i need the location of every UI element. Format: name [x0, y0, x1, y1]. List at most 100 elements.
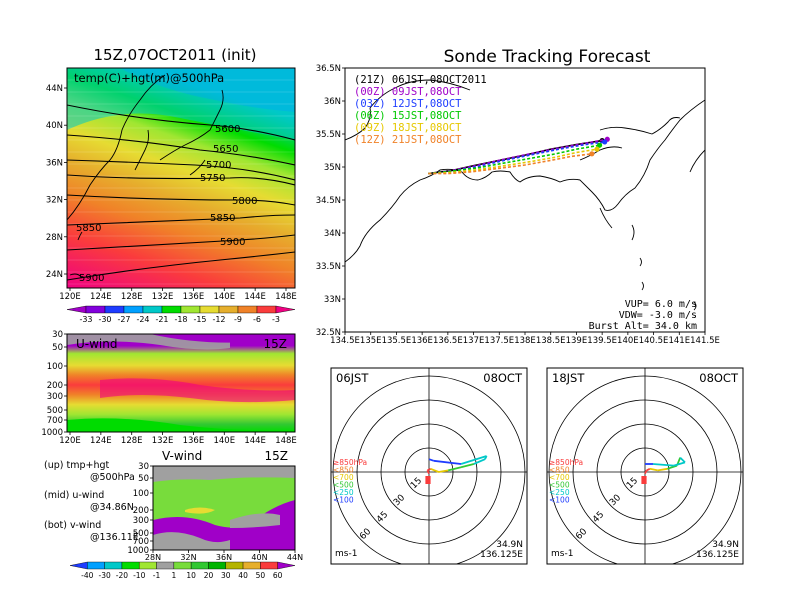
colorbar-swatch — [208, 561, 226, 570]
hodo-lon: 136.125E — [480, 550, 523, 560]
track-endpoint — [596, 142, 603, 148]
x-tick-label: 124E — [90, 436, 112, 446]
colorbar-swatch — [173, 561, 192, 570]
colorbar-swatch — [139, 561, 157, 570]
note-bot-label: (bot) v-wind — [44, 520, 101, 531]
track-line — [428, 153, 593, 175]
profile-segment — [473, 458, 486, 465]
tracking-panel: Sonde Tracking Forecast 32.5N 33N 33.5N 34N… — [316, 47, 720, 346]
colorbar-swatch — [104, 561, 123, 570]
colorbar-label: -3 — [272, 315, 280, 324]
y-tick-label: 32N — [46, 196, 63, 206]
x-tick-label: 132E — [152, 436, 174, 446]
note-mid-label: (mid) u-wind — [44, 490, 104, 501]
param-burst: Burst Alt= 34.0 km — [589, 321, 697, 332]
colorbar-label: -24 — [136, 315, 149, 324]
y-tick-label: 500 — [47, 406, 63, 416]
colorbar-swatch — [87, 561, 105, 570]
colorbar-swatch — [237, 305, 258, 314]
profile-segment — [679, 456, 686, 464]
contour-label: 5850 — [76, 223, 101, 234]
upper-map-label: temp(C)+hgt(m)@500hPa — [74, 71, 224, 85]
x-tick-label: 138.5E — [536, 336, 566, 346]
x-tick-label: 28N — [145, 553, 161, 562]
contour-label: 5900 — [79, 273, 104, 284]
y-tick-label: 35.5N — [316, 130, 341, 140]
profile-segment — [460, 455, 487, 465]
colorbar-label: -20 — [116, 571, 128, 580]
hodo-lat: 34.9N — [496, 540, 523, 550]
colorbar-label: -15 — [193, 315, 206, 324]
y-tick-label: 40N — [46, 121, 63, 131]
colorbar-swatch — [225, 561, 244, 570]
hodo-time: 06JST — [336, 371, 369, 385]
profile-segment — [649, 467, 658, 472]
tracking-title: Sonde Tracking Forecast — [444, 47, 651, 67]
colorbar-swatch — [123, 305, 144, 314]
profile-segment — [438, 469, 449, 473]
y-tick-label: 33.5N — [316, 262, 341, 272]
x-tick-label: 148E — [275, 436, 297, 446]
profile-segment — [652, 463, 674, 467]
x-tick-label: 140E — [213, 292, 235, 302]
profile-segment — [644, 469, 648, 475]
y-tick-label: 50 — [138, 474, 149, 484]
upper-map-title: 15Z,07OCT2011 (init) — [93, 46, 256, 64]
y-tick-label: 34N — [324, 229, 341, 239]
x-tick-label: 136E — [183, 292, 205, 302]
track-line — [428, 144, 600, 175]
hodo-legend-entry: <700 — [333, 473, 354, 482]
colorbar-swatch — [121, 561, 140, 570]
note-up-sub: @500hPa — [90, 472, 135, 483]
colorbar-swatch — [190, 561, 209, 570]
colorbar-label: -9 — [234, 315, 242, 324]
hodo-legend-entry: <250 — [549, 488, 570, 497]
hodo-legend-entry: <500 — [333, 481, 354, 490]
hodo-legend-entry: <850 — [549, 466, 570, 475]
hodo-unit: ms-1 — [551, 549, 573, 559]
x-tick-label: 36N — [216, 553, 232, 562]
colorbar-swatch — [66, 305, 87, 314]
y-tick-label: 1000 — [41, 428, 63, 438]
hodo-lon: 136.125E — [696, 550, 739, 560]
colorbar-swatch — [156, 561, 175, 570]
track-line — [428, 141, 605, 175]
colorbar-label: 10 — [186, 571, 196, 580]
profile-segment — [657, 467, 668, 472]
x-tick-label: 140E — [213, 436, 235, 446]
x-tick-label: 144E — [244, 436, 266, 446]
contour-label: 5800 — [232, 196, 257, 207]
hodo-legend-entry: <500 — [549, 481, 570, 490]
legend-entry: (03Z) 12JST,08OCT — [354, 98, 462, 110]
colorbar-swatch — [275, 305, 296, 314]
legend-entry: (00Z) 09JST,08OCT — [354, 86, 462, 98]
y-tick-label: 36N — [324, 97, 341, 107]
x-tick-label: 137.5E — [484, 336, 514, 346]
contour-label: 5600 — [215, 124, 240, 135]
y-tick-label: 34.5N — [316, 196, 341, 206]
y-tick-label: 32.5N — [316, 328, 341, 338]
hodo-legend-entry: <700 — [549, 473, 570, 482]
colorbar-label: -30 — [98, 571, 110, 580]
hodo-legend-entry: <100 — [549, 496, 570, 505]
colorbar-swatch — [180, 305, 201, 314]
hodo-legend-entry: <100 — [333, 496, 354, 505]
x-tick-label: 144E — [244, 292, 266, 302]
colorbar-label: 50 — [256, 571, 266, 580]
hodo-time: 18JST — [552, 371, 585, 385]
colorbar-label: -30 — [98, 315, 111, 324]
hodo-legend-entry: ≥850hPa — [549, 458, 583, 467]
x-tick-label: 120E — [59, 436, 81, 446]
x-tick-label: 141.5E — [690, 336, 720, 346]
x-tick-label: 128E — [121, 292, 143, 302]
hodo-legend-entry: <250 — [333, 488, 354, 497]
colorbar-label: -33 — [79, 315, 92, 324]
y-tick-label: 300 — [133, 516, 149, 526]
profile-segment — [430, 467, 439, 473]
colorbar-swatch — [242, 561, 261, 570]
x-tick-label: 140.5E — [639, 336, 669, 346]
colorbar-label: -40 — [81, 571, 93, 580]
y-tick-label: 28N — [46, 233, 63, 243]
